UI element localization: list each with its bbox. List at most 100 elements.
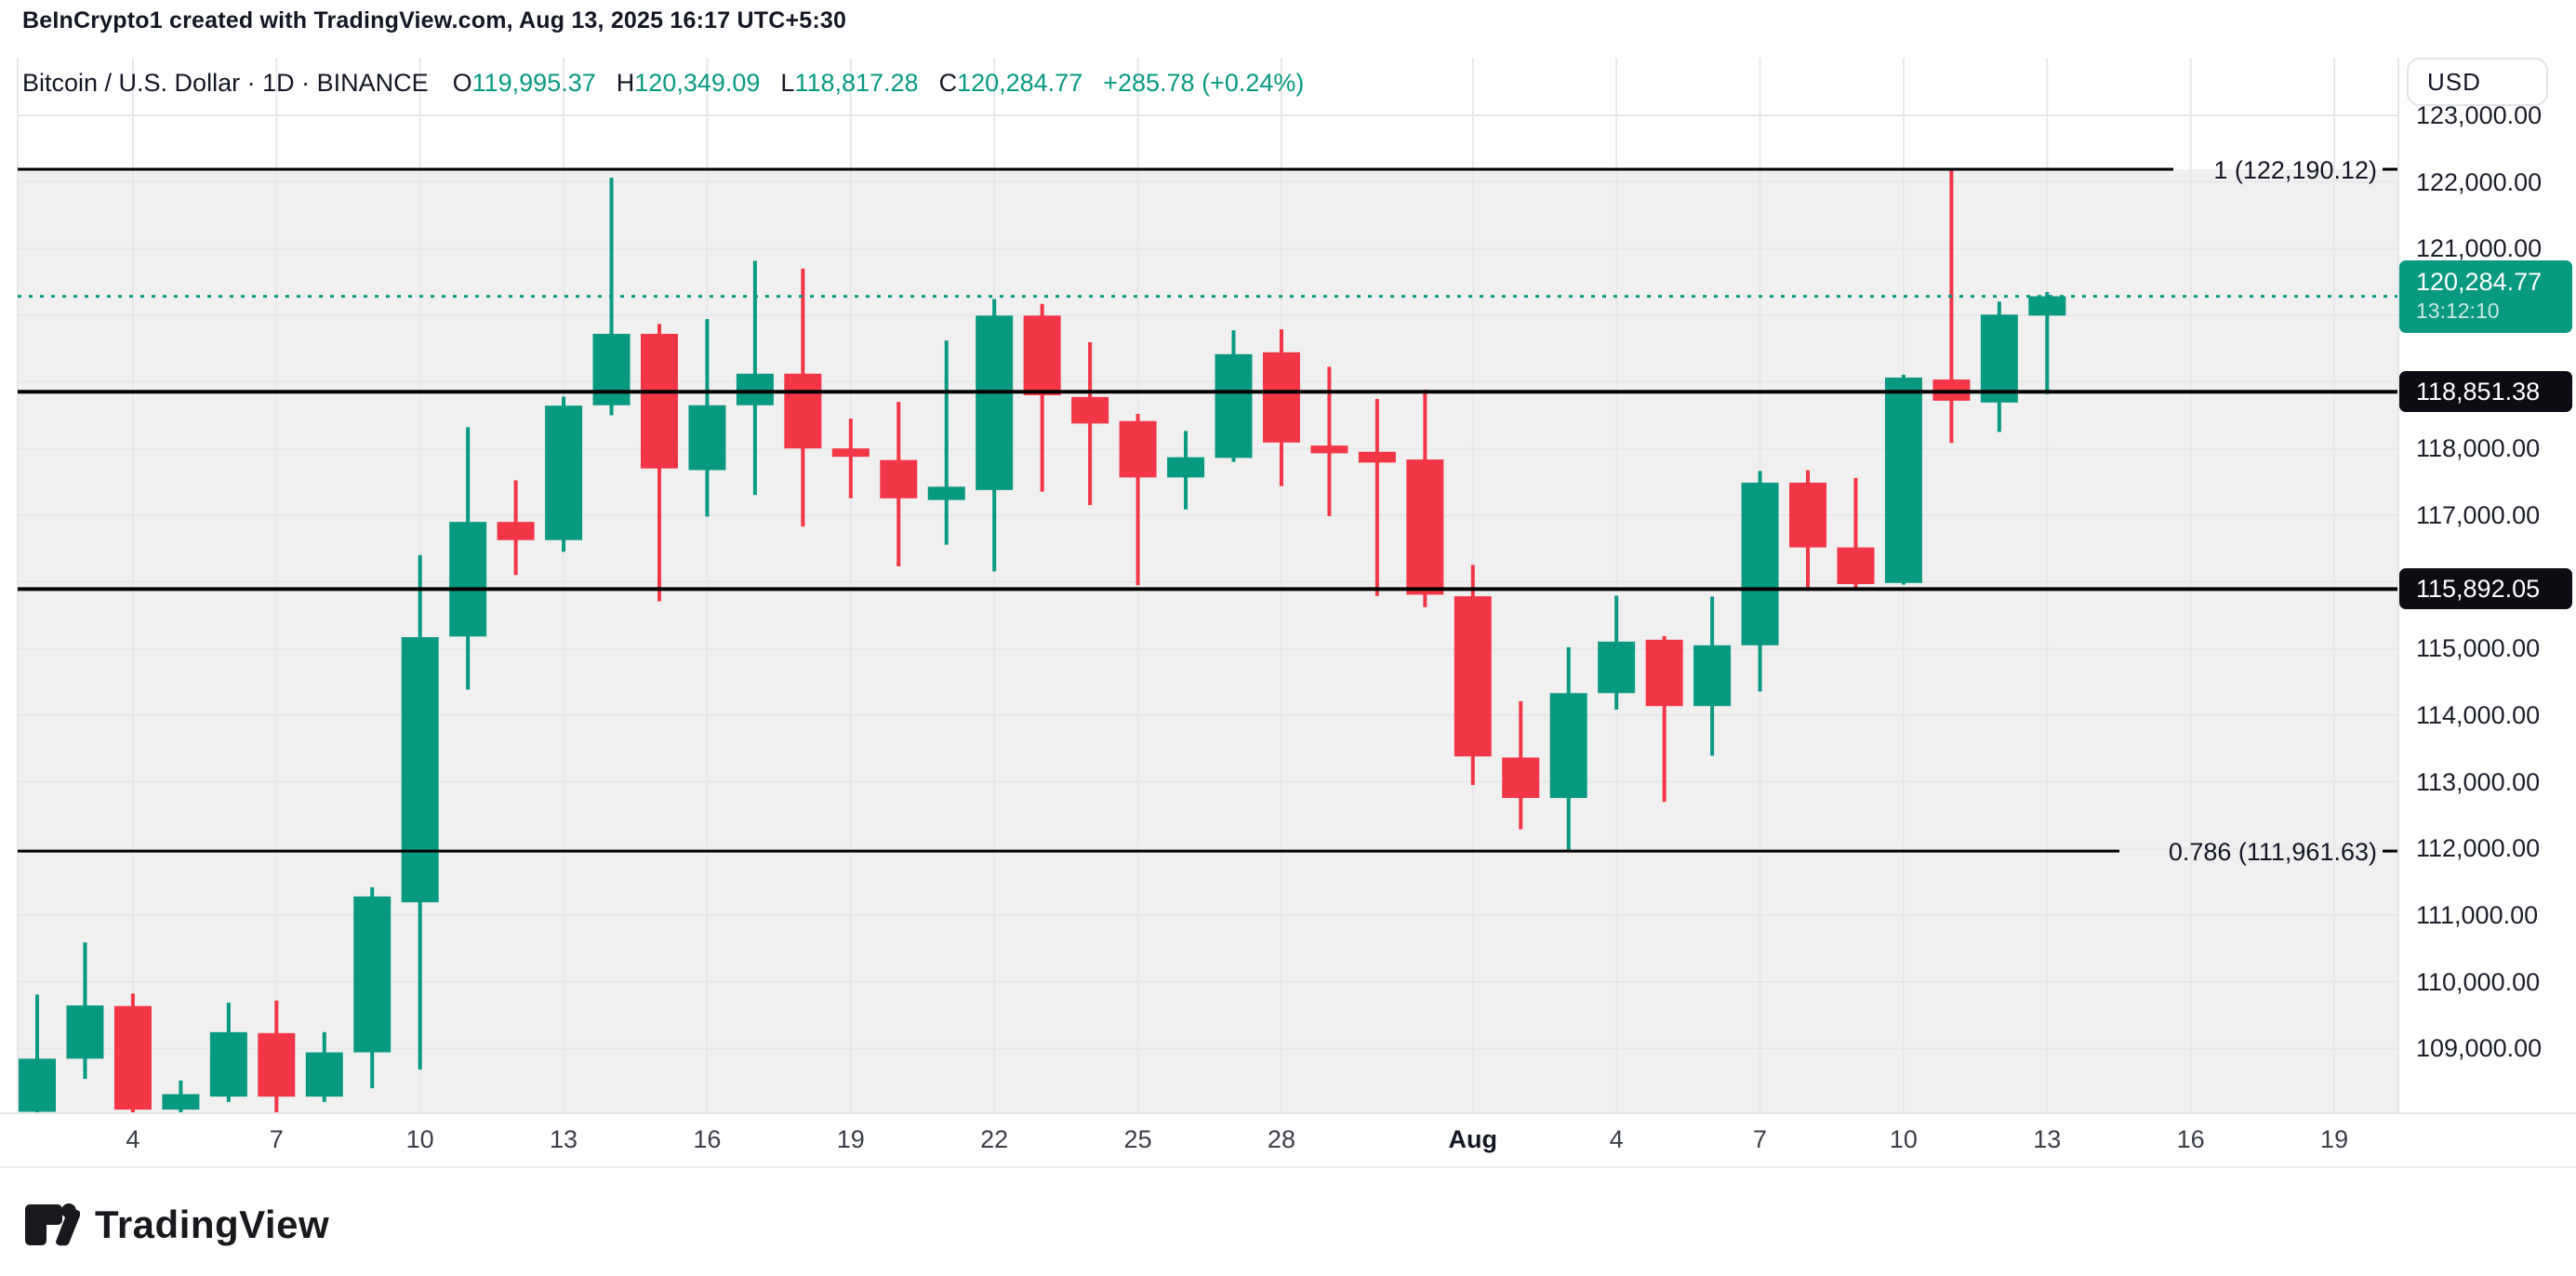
last-price-badge: 120,284.77 13:12:10 [2399,259,2572,333]
candle [449,427,487,690]
time-axis[interactable]: 4 7 10 13 16 19 22 25 28 Aug 4 7 10 13 16 19 [0,1112,2576,1170]
candle-body [1358,451,1396,463]
candle-body [1789,482,1827,548]
time-tick-label: 16 [2176,1125,2205,1153]
candle [831,419,870,498]
candle-body [1598,641,1636,694]
ohlc-high: H120,349.09 [616,69,761,97]
candle-body [305,1052,343,1097]
candle-body [1980,314,2018,403]
candle-body [1119,420,1157,478]
fib-level-label: 1 (122,190.12) [2213,156,2377,184]
ohlc-low: L118,817.28 [780,69,919,97]
candle [1502,700,1540,830]
candle-wick [1374,398,1379,596]
time-tick-label: 22 [980,1125,1009,1153]
candlestick-chart: 1 (122,190.12) 0.786 (111,961.63) [17,58,2397,1112]
candle-body [1549,693,1587,799]
candle-body [1310,445,1348,454]
tradingview-logo-text: TradingView [95,1203,330,1246]
time-tick-label: Aug [1448,1125,1498,1153]
price-tick-label: 111,000.00 [2416,901,2539,930]
candle [1645,635,1683,803]
candle [1454,565,1492,786]
price-tick-label: 121,000.00 [2416,234,2543,263]
candle-body [1502,757,1540,799]
last-price-value: 120,284.77 [2416,267,2543,296]
line-price-badge: 115,892.05 [2399,568,2572,610]
candle [545,396,583,552]
chart-pane[interactable]: 1 (122,190.12) 0.786 (111,961.63) [0,58,2397,1112]
candle-body [927,486,965,500]
candle [1693,596,1732,756]
time-tick-label: 4 [1609,1125,1624,1153]
currency-toggle-button[interactable]: USD [2407,58,2548,106]
time-axis-bottom-border [0,1166,2576,1168]
candle-wick [1662,635,1666,803]
time-tick-label: 7 [269,1125,284,1153]
candle [353,886,392,1089]
candle-body [1023,315,1061,395]
candle [1262,329,1300,486]
candle [1741,471,1779,692]
price-axis[interactable]: USD 123,000.00122,000.00121,000.00120,00… [2397,0,2576,1168]
price-tick-label: 118,000.00 [2416,434,2541,463]
time-tick-label: 19 [2320,1125,2349,1153]
attribution-text: BeInCrypto1 created with TradingView.com… [22,7,847,33]
candle-body [2028,296,2066,316]
candle-body [976,315,1014,490]
candle [305,1031,343,1102]
ohlc-open: O119,995.37 [452,69,596,97]
candle-body [1884,377,1922,583]
candle [1980,301,2018,432]
candle [1215,330,1253,462]
candle-body [1406,459,1444,595]
price-tick-label: 114,000.00 [2416,701,2541,729]
candle-body [353,896,392,1053]
candle-wick [848,419,853,498]
candle [736,260,774,496]
ohlc-close: C120,284.77 [938,69,1083,97]
candle-body [1262,352,1300,443]
candle [927,340,965,545]
price-tick-label: 117,000.00 [2416,500,2541,529]
price-tick-label: 112,000.00 [2416,834,2541,863]
candle [1310,366,1348,516]
candle-body [497,522,535,540]
candle [784,268,822,527]
symbol-legend[interactable]: Bitcoin / U.S. Dollar · 1D · BINANCE O119… [22,69,1304,98]
time-tick-label: 10 [405,1125,434,1153]
candle [209,1003,247,1102]
price-axis-border [2397,58,2399,1168]
candle-body [1645,639,1683,707]
candle-body [831,448,870,458]
candle [1023,303,1061,492]
candle [401,554,439,1070]
candle-body [66,1005,104,1059]
candle-body [1837,547,1875,585]
time-tick-label: 10 [1889,1125,1918,1153]
candle-body [113,1005,152,1110]
candle-body [736,373,774,405]
candle-body [19,1058,56,1112]
candle-body [640,333,678,469]
candle [1406,389,1444,607]
candle [1884,374,1922,585]
time-tick-label: 28 [1267,1125,1295,1153]
candle [880,402,918,566]
fib-level-label: 0.786 (111,961.63) [2169,838,2377,866]
time-tick-label: 4 [126,1125,140,1153]
time-tick-label: 25 [1123,1125,1152,1153]
candle-wick [2045,291,2050,394]
candle-body [401,637,439,903]
time-tick-label: 7 [1753,1125,1768,1153]
candle-body [688,405,726,471]
candle-body [545,405,583,540]
symbol-title[interactable]: Bitcoin / U.S. Dollar · 1D · BINANCE [22,69,429,97]
price-change: +285.78 (+0.24%) [1103,69,1305,97]
bar-countdown: 13:12:10 [2416,298,2500,323]
candle-wick [1135,413,1140,586]
candle-wick [1040,303,1044,492]
candle-wick [1327,366,1332,516]
